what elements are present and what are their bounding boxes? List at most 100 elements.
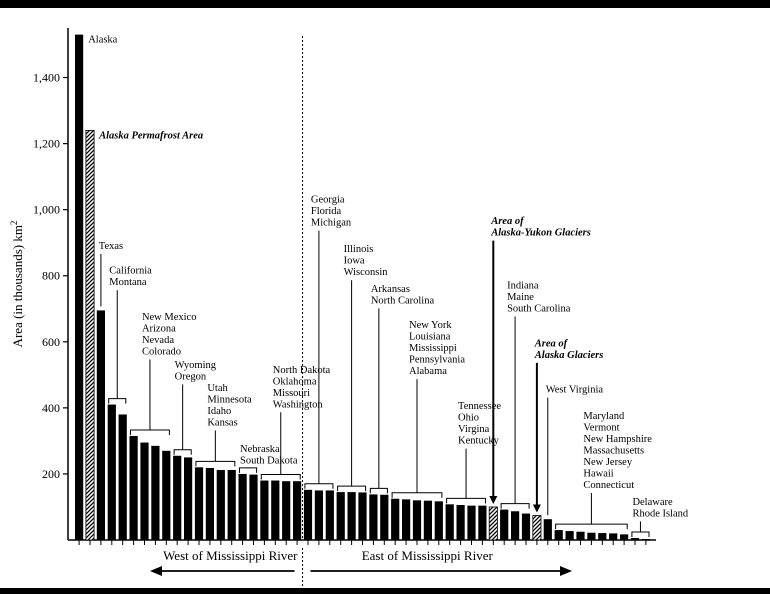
annotation-bracket [130, 429, 170, 435]
bar [609, 533, 618, 540]
area-bar-chart: 200 400 600 800 1,000 1,200 1,400 Area (in thou… [9, 28, 689, 586]
bar [369, 494, 378, 540]
annotation-label: Ohio [458, 413, 479, 424]
annotation-bracket [108, 398, 127, 404]
bar [402, 499, 411, 540]
bar [205, 467, 214, 540]
bar [456, 504, 465, 540]
bar [511, 511, 520, 540]
annotation-bracket [337, 485, 367, 492]
annotation-label: New Jersey [583, 457, 632, 468]
bar [249, 474, 258, 540]
annotation-label: Georgia [311, 195, 345, 206]
annotation-label: North Dakota [273, 365, 331, 376]
annotation: New YorkLouisianaMississippiPennsylvania… [391, 320, 465, 498]
annotation-label: Connecticut [583, 480, 634, 491]
annotation-label: Kentucky [458, 436, 500, 447]
annotation-label: South Dakota [240, 456, 298, 467]
y-tick-label: 1,200 [33, 137, 60, 151]
bar-special [85, 130, 95, 541]
bar [173, 455, 182, 540]
annotation: Texas [99, 241, 123, 307]
bar [227, 469, 236, 540]
annotation-label: Nebraska [240, 444, 280, 455]
annotation-label: Nevada [142, 335, 174, 346]
bar [336, 492, 345, 540]
bar [641, 539, 650, 540]
annotation-label: Maine [507, 292, 534, 303]
east-arrow-head [560, 566, 572, 576]
annotation-bracket [304, 483, 334, 489]
annotation-label: Texas [99, 241, 123, 252]
bar [500, 509, 509, 540]
bar [129, 435, 138, 540]
annotation-label: Massachusetts [583, 446, 644, 457]
bar [565, 531, 574, 540]
bar [293, 481, 302, 540]
bar-special [532, 515, 542, 541]
annotation-label: Missouri [273, 388, 310, 399]
annotation-label: Wyoming [175, 360, 217, 371]
y-tick-label: 400 [42, 401, 60, 415]
bar [347, 492, 356, 540]
annotation-label: Tennessee [458, 401, 501, 412]
region-arrows-group: West of Mississippi River East of Mississ… [150, 548, 572, 586]
bar [162, 450, 171, 540]
annotation-bracket [239, 467, 258, 473]
annotation-label: Arkansas [371, 284, 410, 295]
annotation-label: Alaska [88, 35, 117, 46]
west-region-label: West of Mississippi River [163, 548, 298, 563]
bar [238, 473, 247, 540]
annotation-label: Montana [109, 277, 147, 288]
y-tick-label: 1,000 [33, 203, 60, 217]
y-axis-title: Area (in thousands) km2 [9, 221, 25, 348]
annotation: Alaska Permafrost Area [98, 130, 203, 141]
bar [434, 501, 443, 540]
annotation-label: Idaho [207, 406, 231, 417]
bar [576, 531, 585, 540]
annotation-label: Utah [207, 383, 228, 394]
bar [630, 538, 640, 540]
annotation-label: Area of [490, 216, 525, 227]
annotation-arrow-head [489, 495, 498, 504]
annotation-label: Delaware [632, 497, 673, 508]
annotation-label: Area of [534, 338, 569, 349]
annotation-label: Rhode Island [632, 508, 688, 519]
y-axis-title-main: Area (in thousands) km [10, 225, 25, 347]
annotation-bracket [631, 531, 650, 538]
bar [140, 442, 149, 540]
bar-special [488, 506, 498, 541]
annotation-label: New Mexico [142, 312, 197, 323]
bar [216, 469, 225, 540]
bar [325, 490, 334, 540]
annotation-label: Alaska-Yukon Glaciers [490, 228, 591, 239]
annotation-label: West Virginia [546, 385, 604, 396]
annotation-label: Hawaii [583, 469, 613, 480]
annotation-label: California [109, 266, 152, 277]
bar [314, 490, 323, 540]
annotation-bracket [555, 523, 628, 530]
annotation-label: Illinois [344, 244, 374, 255]
y-axis: 200 400 600 800 1,000 1,200 1,400 Area (in thou… [9, 28, 656, 545]
annotation: Alaska [88, 35, 117, 46]
east-region-label: East of Mississippi River [362, 548, 494, 563]
bars-group [75, 34, 650, 541]
annotation-label: Florida [311, 206, 342, 217]
y-axis-title-superscript: 2 [9, 221, 19, 226]
bar [271, 480, 280, 540]
annotation-label: Alabama [409, 366, 447, 377]
bar [260, 480, 269, 540]
bar [587, 532, 596, 540]
annotation-label: Wisconsin [344, 267, 389, 278]
bar [620, 534, 629, 540]
annotation: West Virginia [546, 385, 604, 516]
bar [467, 505, 476, 540]
annotation-label: Oklahoma [273, 376, 317, 387]
bar [391, 498, 400, 540]
annotation-label: Maryland [583, 411, 625, 422]
